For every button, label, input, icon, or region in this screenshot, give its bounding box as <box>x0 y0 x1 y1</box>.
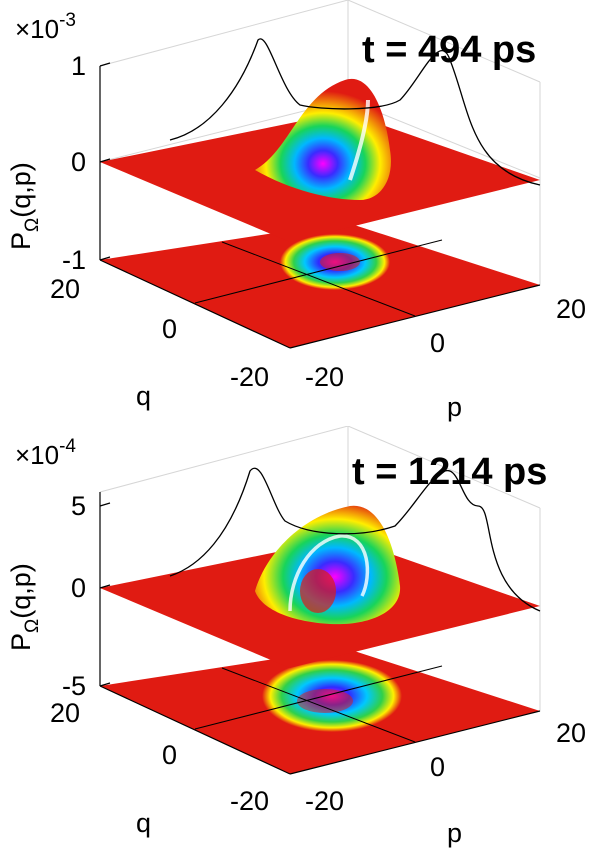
q-label-bottom: q <box>136 808 151 838</box>
z-tick-mark-top-0 <box>99 62 111 67</box>
projection-axis-q-top <box>221 241 416 317</box>
q-tick-bottom-1: 0 <box>162 740 177 770</box>
z-tick-label-top-2: -1 <box>62 245 86 275</box>
z-tick-label-bottom-1: 0 <box>71 573 86 603</box>
chart-panel-top: 1 0 -1 20 0 -20 -20 0 20 q p PΩ(q,p) ×10-3… <box>6 0 586 422</box>
projection-axis-p-bottom <box>194 665 443 730</box>
q-tick-top-2: -20 <box>230 362 269 392</box>
chart-svg-top: 1 0 -1 20 0 -20 -20 0 20 q p PΩ(q,p) ×10-3… <box>6 0 586 422</box>
ylabel-bottom: PΩ(q,p) <box>6 563 43 651</box>
q-tick-top-1: 0 <box>162 314 177 344</box>
q-tick-top-0: 20 <box>50 274 80 304</box>
projection-ring-inner-bottom <box>297 689 353 713</box>
surface-highlight-bottom <box>288 534 370 612</box>
marginal-curve-bottom <box>169 467 541 612</box>
chart-panel-bottom: 5 0 -5 20 0 -20 -20 0 20 q p PΩ(q,p) ×10-4… <box>0 426 600 852</box>
marginal-curve-top <box>169 38 541 186</box>
p-tick-bottom-0: -20 <box>305 786 344 816</box>
z-tick-mark-bottom-1 <box>99 584 111 589</box>
q-tick-bottom-0: 20 <box>50 698 80 728</box>
z-tick-label-top-0: 1 <box>71 51 86 81</box>
z-tick-label-bottom-2: -5 <box>62 671 86 701</box>
surface-highlight-top <box>348 99 370 181</box>
p-tick-bottom-2: 20 <box>556 718 586 748</box>
p-tick-top-1: 0 <box>430 328 445 358</box>
z-tick-label-bottom-0: 5 <box>71 491 86 521</box>
axes-top <box>99 66 541 349</box>
z-ticks-bottom: 5 0 -5 <box>62 491 111 701</box>
multiplier-bottom: ×10-4 <box>15 436 76 470</box>
p-tick-top-0: -20 <box>305 362 344 392</box>
z-tick-label-top-1: 0 <box>71 147 86 177</box>
q-tick-bottom-2: -20 <box>230 786 269 816</box>
z-tick-mark-top-1 <box>99 158 111 163</box>
p-label-bottom: p <box>447 818 462 848</box>
z-ticks-top: 1 0 -1 <box>62 51 111 275</box>
multiplier-top: ×10-3 <box>15 10 76 44</box>
projection-axis-q-bottom <box>221 667 416 743</box>
surface-crater-bottom <box>300 569 336 613</box>
q-label-top: q <box>136 381 151 411</box>
axes-bottom <box>99 492 541 775</box>
projection-axis-p-top <box>194 239 443 304</box>
z-tick-mark-top-2 <box>99 256 111 261</box>
p-tick-bottom-1: 0 <box>430 752 445 782</box>
projection-ring-inner-top <box>320 253 360 271</box>
z-tick-mark-bottom-0 <box>99 502 111 507</box>
chart-title-top: t = 494 ps <box>362 29 536 71</box>
z-tick-mark-bottom-2 <box>99 682 111 687</box>
ylabel-top: PΩ(q,p) <box>6 162 43 250</box>
p-label-top: p <box>447 392 462 422</box>
chart-title-bottom: t = 1214 ps <box>352 451 547 493</box>
p-tick-top-2: 20 <box>556 294 586 324</box>
chart-svg-bottom: 5 0 -5 20 0 -20 -20 0 20 q p PΩ(q,p) ×10-4… <box>6 426 586 848</box>
